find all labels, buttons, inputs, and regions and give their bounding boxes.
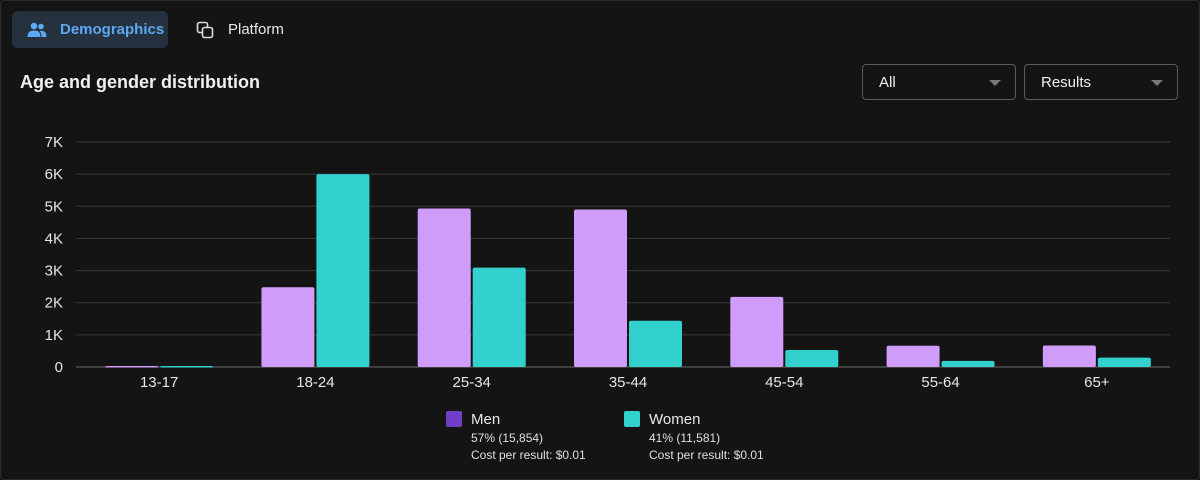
y-tick-label: 5K [45,198,63,215]
x-tick-label: 25-34 [453,374,491,391]
section-title: Age and gender distribution [20,72,261,92]
audience-dropdown[interactable]: All [862,64,1016,100]
bar-men [417,208,471,367]
y-tick-label: 7K [45,134,63,151]
legend-cost-women: Cost per result: $0.01 [649,448,764,462]
x-tick-label: 18-24 [296,374,334,391]
bar-men [1042,345,1096,367]
audience-dropdown-value: All [879,73,896,91]
age-gender-bar-chart: 0 1K 2K 3K 4K 5K 6K 7K 13-17 18-24 25-34 35-44 45-54… [45,134,1170,391]
x-tick-label: 35-44 [609,374,647,391]
bar-men [105,366,159,368]
caret-down-icon [1151,80,1163,86]
bar-men [261,287,315,367]
y-tick-label: 2K [45,295,63,312]
bar-men [886,345,940,367]
y-tick-label: 3K [45,263,63,280]
legend-label-women: Women [649,411,701,428]
tab-demographics-label: Demographics [60,21,165,38]
x-tick-label: 65+ [1084,374,1110,391]
bar-men [730,296,784,367]
bar-women [629,320,682,367]
bar-women [160,366,214,368]
caret-down-icon [989,80,1001,86]
x-tick-label: 13-17 [140,374,178,391]
y-tick-label: 6K [45,166,63,183]
tab-platform[interactable]: Platform [180,11,300,48]
bar-women [941,360,995,367]
y-tick-label: 4K [45,230,63,247]
people-icon [26,19,48,41]
metric-dropdown-value: Results [1041,73,1092,91]
y-tick-label: 1K [45,327,63,344]
legend-summary-women: 41% (11,581) [649,431,721,445]
bar-men [574,209,627,367]
bar-women [472,267,526,367]
metric-dropdown[interactable]: Results [1024,64,1178,100]
y-tick-label: 0 [55,359,63,376]
legend-cost-men: Cost per result: $0.01 [471,448,586,462]
legend-swatch-women [624,411,640,427]
legend-label-men: Men [471,411,501,428]
bar-women [1097,357,1151,367]
legend-summary-men: 57% (15,854) [471,431,544,445]
tab-platform-label: Platform [228,21,284,38]
bar-women [785,349,839,367]
bar-women [316,174,370,367]
legend-swatch-men [446,411,462,427]
overlap-squares-icon [194,19,216,41]
x-tick-label: 45-54 [765,374,803,391]
tab-demographics[interactable]: Demographics [12,11,168,48]
x-tick-label: 55-64 [921,374,959,391]
